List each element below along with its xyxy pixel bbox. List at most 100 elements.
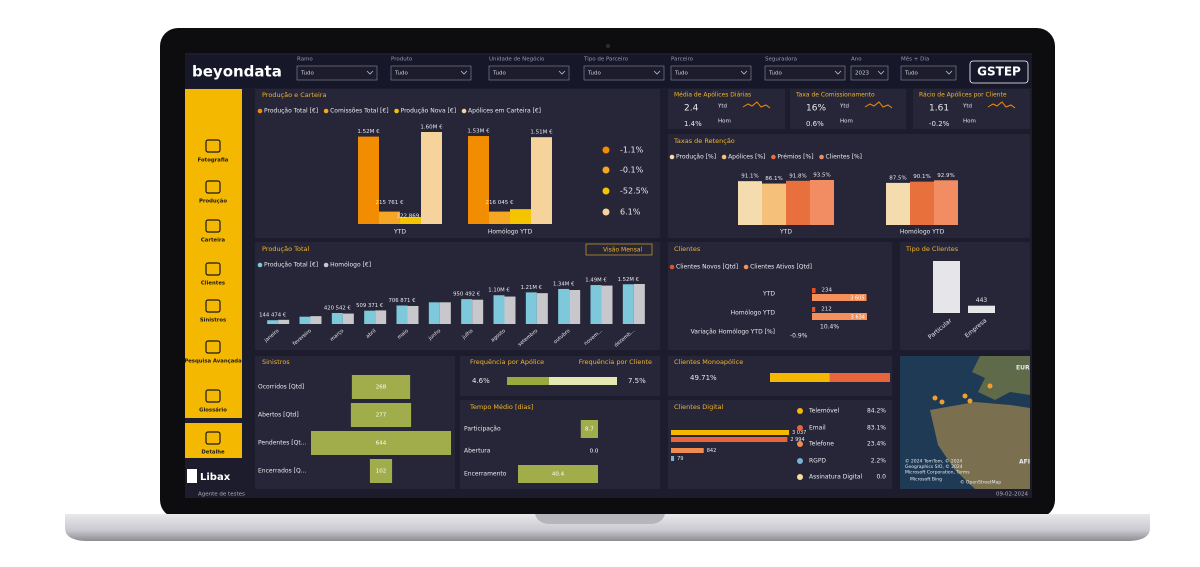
map-attribution: Microsoft Corporation, Terms: [905, 470, 970, 476]
nav-item[interactable]: Carteira: [201, 238, 226, 244]
filter-dropdown[interactable]: [296, 65, 378, 81]
data-label: 1.53M €: [467, 129, 490, 135]
button[interactable]: [585, 243, 653, 256]
bar: [671, 430, 789, 435]
map-point: [967, 398, 973, 404]
legend-entry: Clientes Novos [Qtd]: [676, 264, 738, 271]
bar: [278, 319, 290, 324]
filter-label: Produto: [391, 57, 413, 63]
legend-value: 0.0: [876, 474, 886, 481]
legend-dot: [669, 264, 675, 270]
kpi-hom-label: Hom: [963, 119, 976, 125]
data-label: 420 542 €: [324, 306, 352, 312]
filter-dropdown[interactable]: [850, 65, 889, 81]
bar: [812, 288, 816, 293]
filter-dropdown[interactable]: [900, 65, 957, 81]
category-label: Encerrados [Q...: [258, 468, 306, 475]
panel: [255, 89, 660, 238]
brand-box: [969, 60, 1029, 84]
button-label[interactable]: Visão Mensal: [603, 247, 642, 254]
data-label: 3 037: [792, 430, 806, 436]
data-label: 87.5%: [889, 175, 906, 181]
bar: [671, 437, 788, 442]
data-label: 2 994: [790, 437, 804, 443]
category-label: Participação: [464, 426, 501, 433]
panel: [790, 89, 906, 129]
kpi-ytd-label: Ytd: [717, 104, 727, 110]
nav-item[interactable]: Produção: [199, 199, 227, 205]
nav-item[interactable]: Fotografia: [198, 158, 229, 164]
base-notch: [535, 514, 665, 524]
legend-dot: [797, 408, 803, 414]
map-bing: Microsoft Bing: [910, 477, 942, 483]
x-tick-label: Homólogo YTD: [900, 229, 945, 236]
dropdown-arrow: [877, 70, 885, 75]
bar: [671, 456, 675, 461]
legend-dot: [743, 264, 749, 270]
filter-dropdown[interactable]: [764, 65, 846, 81]
filter-dropdown[interactable]: [488, 65, 570, 81]
nav-item[interactable]: Clientes: [201, 281, 225, 287]
filter-value: 2023: [855, 71, 869, 77]
legend-entry: Prémios [%]: [777, 154, 813, 161]
dropdown-arrow: [366, 70, 374, 75]
funnel-bar: [351, 375, 411, 399]
funnel-bar: [350, 403, 412, 427]
data-label: 234: [822, 288, 833, 294]
kpi-title: Rácio de Apólices por Cliente: [919, 92, 1007, 99]
bar: [770, 373, 830, 382]
bar: [810, 180, 834, 225]
nav-item[interactable]: Glossário: [199, 407, 227, 414]
filter-label: Mês + Dia: [901, 56, 929, 63]
bar: [580, 420, 598, 438]
x-tick-label: YTD: [393, 229, 406, 236]
map-point: [939, 399, 945, 405]
bar: [400, 216, 421, 224]
nav-icon: [205, 340, 221, 354]
nav-icon: [205, 262, 221, 276]
kpi-title: Taxa de Comissionamento: [795, 92, 875, 99]
laptop-base: [65, 514, 1150, 541]
filter-dropdown[interactable]: [583, 65, 665, 81]
nav-item[interactable]: Detalhe: [201, 450, 225, 456]
sparkline: [987, 101, 1016, 109]
data-label: 91.8%: [789, 173, 806, 179]
bar: [933, 261, 960, 313]
legend-value: 83.1%: [867, 425, 886, 432]
data-label: 93.5%: [813, 173, 830, 179]
kpi-ytd: 2.4: [684, 104, 699, 114]
bar: [439, 302, 451, 324]
variation-dot: [602, 187, 610, 195]
legend-dot: [797, 474, 803, 480]
panel-title: Tempo Médio [dias]: [469, 403, 533, 411]
bar: [310, 316, 322, 324]
filter-dropdown[interactable]: [390, 65, 472, 81]
legend-dot: [394, 108, 399, 114]
nav-icon: [205, 180, 221, 194]
legend-dot: [797, 441, 803, 447]
panel: [668, 134, 1030, 238]
panel-title: Taxas de Retenção: [673, 137, 735, 145]
panel-title: Frequência por Cliente: [579, 358, 652, 366]
data-label: 91.1%: [741, 174, 758, 180]
data-label: 1.52M €: [357, 129, 380, 135]
data-label: 8.7: [585, 427, 594, 433]
data-label: 102: [376, 469, 387, 475]
legend-dot: [257, 262, 263, 268]
bar: [299, 316, 311, 324]
bar: [622, 284, 634, 324]
nav-item[interactable]: Pesquisa Avançada: [184, 359, 242, 365]
bar: [504, 296, 516, 324]
panel: [913, 89, 1030, 129]
filter-label: Tipo de Parceiro: [583, 57, 629, 63]
data-label: 1.51M €: [530, 130, 553, 136]
data-label: 86.1%: [765, 176, 782, 182]
nav-item[interactable]: Sinistros: [200, 318, 226, 324]
data-label: 122 869 €: [397, 213, 425, 219]
bar: [569, 290, 581, 324]
legend-entry: Apólices [%]: [728, 154, 765, 161]
data-label: 215 761 €: [376, 200, 404, 206]
nav-icon: [205, 219, 221, 233]
panel-title: Frequência por Apólice: [470, 358, 544, 366]
filter-dropdown[interactable]: [670, 65, 752, 81]
